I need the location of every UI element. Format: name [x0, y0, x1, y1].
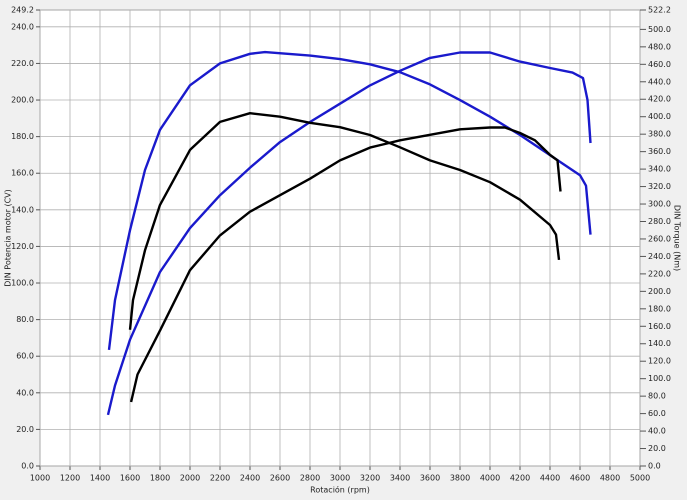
y2-tick-label: 140.0 [648, 339, 671, 348]
y2-tick-label: 120.0 [648, 357, 671, 366]
y-tick-label: 249.2 [11, 6, 34, 15]
x-tick-label: 4000 [480, 474, 500, 483]
y2-tick-label: 260.0 [648, 234, 671, 243]
series-line [106, 51, 592, 416]
y2-tick-label: 280.0 [648, 217, 671, 226]
y-tick-label: 100.0 [11, 279, 34, 288]
x-tick-label: 1800 [150, 474, 170, 483]
x-axis-label: Rotación (rpm) [310, 485, 370, 495]
y-tick-label: 180.0 [11, 132, 34, 141]
y2-tick-label: 40.0 [648, 427, 666, 436]
y-tick-label: 220.0 [11, 59, 34, 68]
x-tick-label: 4600 [570, 474, 590, 483]
y-tick-label: 160.0 [11, 169, 34, 178]
x-tick-label: 2200 [210, 474, 230, 483]
series-line [107, 50, 592, 351]
y2-tick-label: 320.0 [648, 182, 671, 191]
y-tick-label: 200.0 [11, 96, 34, 105]
y-tick-label: 240.0 [11, 22, 34, 31]
y-tick-label: 80.0 [16, 315, 34, 324]
y2-tick-label: 380.0 [648, 130, 671, 139]
y2-tick-label: 420.0 [648, 95, 671, 104]
y2-tick-label: 60.0 [648, 409, 666, 418]
series-line [128, 112, 561, 330]
y2-tick-label: 100.0 [648, 374, 671, 383]
x-tick-label: 4200 [510, 474, 530, 483]
x-tick-label: 1200 [60, 474, 80, 483]
y2-tick-label: 360.0 [648, 147, 671, 156]
series-line [129, 126, 562, 403]
x-tick-label: 2800 [300, 474, 320, 483]
x-tick-label: 3200 [360, 474, 380, 483]
y2-tick-label: 220.0 [648, 269, 671, 278]
x-tick-label: 2000 [180, 474, 200, 483]
y2-tick-label: 0.0 [648, 462, 661, 471]
y2-tick-label: 180.0 [648, 304, 671, 313]
x-tick-label: 3800 [450, 474, 470, 483]
y2-tick-label: 480.0 [648, 42, 671, 51]
y2-tick-label: 400.0 [648, 112, 671, 121]
x-tick-label: 1400 [90, 474, 110, 483]
y-tick-label: 140.0 [11, 205, 34, 214]
y2-axis-label: DIN Torque (Nm) [673, 205, 682, 271]
y-tick-label: 60.0 [16, 352, 34, 361]
y2-tick-label: 80.0 [648, 392, 666, 401]
y-tick-label: 0.0 [21, 462, 34, 471]
y2-tick-label: 240.0 [648, 252, 671, 261]
y2-tick-label: 200.0 [648, 287, 671, 296]
y-tick-label: 20.0 [16, 425, 34, 434]
y2-tick-label: 500.0 [648, 25, 671, 34]
y2-tick-label: 522.2 [648, 6, 671, 15]
x-tick-label: 4800 [600, 474, 620, 483]
x-tick-label: 3400 [390, 474, 410, 483]
x-tick-label: 1600 [120, 474, 140, 483]
x-tick-label: 4400 [540, 474, 560, 483]
y2-tick-label: 440.0 [648, 77, 671, 86]
y-tick-label: 40.0 [16, 388, 34, 397]
x-tick-label: 3000 [330, 474, 350, 483]
x-tick-label: 1000 [30, 474, 50, 483]
y2-tick-label: 300.0 [648, 200, 671, 209]
x-tick-label: 5000 [630, 474, 650, 483]
y-tick-label: 120.0 [11, 242, 34, 251]
x-tick-label: 2400 [240, 474, 260, 483]
y-axis-label: DIN Potencia motor (CV) [4, 189, 13, 287]
y2-tick-label: 460.0 [648, 60, 671, 69]
x-tick-label: 3600 [420, 474, 440, 483]
x-tick-label: 2600 [270, 474, 290, 483]
y2-tick-label: 160.0 [648, 322, 671, 331]
y2-tick-label: 340.0 [648, 165, 671, 174]
y2-tick-label: 20.0 [648, 444, 666, 453]
